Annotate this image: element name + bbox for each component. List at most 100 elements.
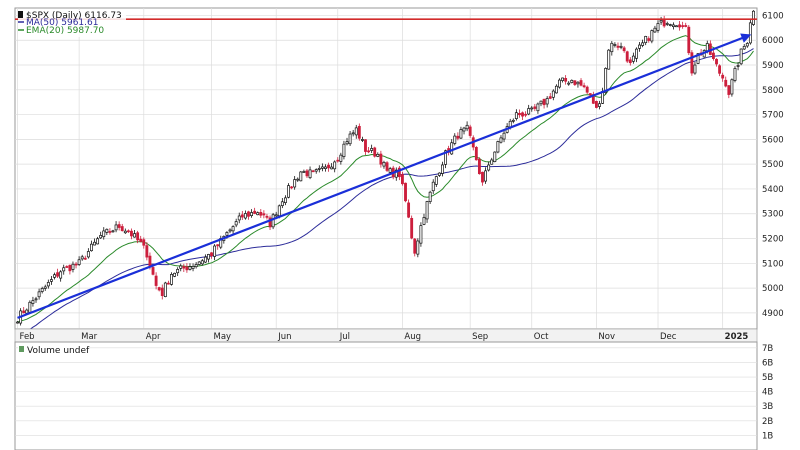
candle-body [324, 166, 327, 169]
volume-tick-label: 3B [762, 402, 773, 412]
candle-body [437, 172, 441, 176]
volume-tick-label: 7B [762, 344, 773, 354]
candle-body [166, 282, 170, 285]
price-tick-label: 5300 [762, 210, 784, 220]
candle-body [259, 211, 263, 216]
trend-line [17, 34, 750, 319]
candle-body [607, 49, 611, 70]
candle-body [477, 158, 481, 175]
candle-body [317, 168, 321, 170]
candle-body [293, 179, 297, 188]
candle-body [548, 96, 552, 99]
candle-body [434, 176, 438, 185]
candle-body [210, 252, 213, 256]
candle-body [379, 153, 383, 165]
candle-body [296, 178, 300, 181]
candle-body [511, 119, 515, 122]
candle-body [130, 230, 133, 237]
candle-body [234, 221, 238, 226]
candle-body [401, 174, 404, 185]
candle-body [499, 137, 503, 143]
legend-background [18, 10, 126, 37]
candle-body [225, 232, 229, 236]
volume-grid [15, 347, 757, 436]
candle-body [62, 267, 66, 272]
date-tick-label: May [214, 332, 232, 342]
candle-body [644, 36, 648, 44]
candle-body [16, 321, 19, 324]
candle-body [163, 282, 167, 297]
candle-body [283, 197, 287, 203]
candle-body [83, 257, 87, 260]
date-tick-label: 2025 [725, 332, 749, 342]
candle-body [693, 64, 697, 74]
candle-body [416, 240, 420, 255]
date-tick-label: Aug [404, 332, 421, 342]
candle-body [86, 251, 90, 258]
date-tick-label: Nov [598, 332, 615, 342]
ma50-line [17, 48, 754, 342]
candle-body [394, 169, 398, 178]
candle-body [65, 266, 69, 268]
price-tick-label: 5400 [762, 185, 784, 195]
candle-body [197, 261, 201, 265]
candle-body [37, 291, 41, 298]
price-tick-label: 5100 [762, 259, 784, 269]
candle-body [34, 298, 38, 301]
candle-body [718, 65, 722, 74]
price-tick-label: 4900 [762, 309, 784, 319]
candle-body [299, 171, 303, 182]
candle-body [123, 230, 127, 234]
candle-body [641, 42, 645, 46]
candle-body [336, 159, 340, 162]
candle-body [561, 77, 564, 81]
trend-arrow-head [740, 33, 752, 43]
candle-body [256, 212, 260, 216]
candle-body [68, 264, 72, 272]
candle-body [514, 112, 518, 119]
candle-body [139, 238, 143, 242]
candle-body [53, 274, 56, 278]
candle-body [668, 24, 672, 26]
candle-body [342, 143, 346, 157]
candle-body [724, 79, 728, 87]
candle-body [536, 103, 540, 112]
candle-body [585, 86, 589, 93]
candle-body [496, 141, 500, 153]
candle-body [271, 214, 275, 228]
candle-body [265, 215, 269, 218]
candle-body [422, 217, 426, 225]
legend-symbol: $SPX (Daily) 6116.73 [26, 11, 122, 21]
price-tick-label: 6000 [762, 36, 784, 46]
candle-body [376, 153, 380, 157]
candle-body [151, 267, 155, 275]
candle-body [364, 139, 367, 152]
candle-body [573, 80, 577, 85]
candle-body [579, 80, 583, 86]
candle-body [28, 301, 32, 313]
candle-body [545, 98, 549, 105]
candle-body [370, 148, 374, 151]
candle-body [191, 266, 195, 269]
candle-body [345, 141, 349, 145]
candle-body [99, 235, 103, 239]
candle-body [567, 82, 571, 85]
price-tick-label: 5500 [762, 160, 784, 170]
candle-body [170, 274, 173, 285]
candle-body [59, 271, 63, 279]
chart-legend: $SPX (Daily) 6116.73 MA(50) 5961.61 EMA(… [18, 10, 126, 37]
candle-body [465, 124, 469, 130]
candle-body [715, 58, 718, 65]
candle-body [114, 224, 118, 231]
candle-body [650, 30, 654, 42]
candle-body [397, 167, 401, 178]
candle-body [237, 215, 241, 221]
candle-body [247, 211, 250, 217]
candle-body [413, 238, 417, 254]
candle-body [419, 225, 423, 244]
volume-tick-label: 6B [762, 358, 773, 368]
candle-body [554, 85, 558, 94]
candle-body [111, 230, 115, 233]
candle-body [367, 150, 370, 153]
